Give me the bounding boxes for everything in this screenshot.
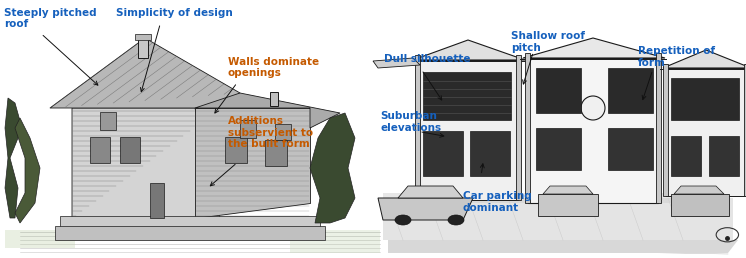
Bar: [608, 68, 653, 113]
Bar: [415, 55, 420, 200]
Bar: [536, 68, 581, 113]
Bar: [150, 183, 164, 218]
Polygon shape: [413, 40, 525, 60]
Bar: [90, 137, 110, 163]
Text: Suburban
elevations: Suburban elevations: [380, 111, 442, 133]
Polygon shape: [373, 58, 420, 68]
Polygon shape: [72, 108, 220, 218]
Polygon shape: [195, 93, 340, 128]
Text: Dull silhouette: Dull silhouette: [384, 54, 471, 64]
Bar: [55, 226, 325, 240]
Bar: [270, 92, 278, 106]
Text: Steeply pitched
roof: Steeply pitched roof: [4, 8, 96, 29]
Bar: [470, 131, 510, 176]
Bar: [423, 72, 511, 120]
Bar: [656, 53, 661, 203]
Bar: [525, 53, 530, 203]
Bar: [666, 68, 746, 196]
Polygon shape: [195, 108, 310, 218]
Bar: [709, 136, 739, 176]
Bar: [538, 194, 598, 216]
Bar: [516, 55, 521, 200]
Bar: [423, 131, 463, 176]
Polygon shape: [378, 198, 473, 220]
Text: Additions
subservient to
the built form: Additions subservient to the built form: [228, 116, 313, 149]
Bar: [138, 36, 148, 58]
Bar: [100, 112, 116, 130]
Polygon shape: [543, 186, 593, 194]
Polygon shape: [15, 118, 40, 223]
Polygon shape: [398, 186, 463, 198]
Text: Walls dominate
openings: Walls dominate openings: [228, 57, 319, 78]
Ellipse shape: [448, 215, 464, 225]
Bar: [240, 120, 256, 138]
Polygon shape: [5, 230, 75, 248]
Text: Shallow roof
pitch: Shallow roof pitch: [511, 31, 585, 53]
Polygon shape: [674, 186, 724, 194]
Text: Simplicity of design: Simplicity of design: [116, 8, 233, 18]
Text: Car parking
dominant: Car parking dominant: [463, 191, 531, 213]
Polygon shape: [388, 240, 738, 253]
Polygon shape: [290, 230, 380, 253]
Bar: [265, 140, 287, 166]
Bar: [418, 60, 518, 200]
Polygon shape: [383, 193, 728, 203]
Text: Repetition of
form: Repetition of form: [638, 46, 715, 68]
Bar: [135, 34, 151, 40]
Bar: [60, 216, 320, 228]
Bar: [671, 194, 729, 216]
Bar: [663, 64, 668, 196]
Ellipse shape: [395, 215, 411, 225]
Bar: [536, 128, 581, 170]
Polygon shape: [383, 198, 733, 240]
Polygon shape: [310, 113, 355, 223]
Bar: [225, 137, 247, 163]
Polygon shape: [523, 38, 665, 58]
Polygon shape: [50, 38, 240, 108]
Bar: [608, 128, 653, 170]
Bar: [671, 136, 701, 176]
Polygon shape: [663, 50, 746, 68]
Circle shape: [581, 96, 605, 120]
Bar: [528, 58, 658, 203]
Bar: [275, 124, 291, 140]
Bar: [744, 64, 746, 196]
Bar: [671, 78, 739, 120]
Polygon shape: [5, 98, 22, 218]
Bar: [120, 137, 140, 163]
